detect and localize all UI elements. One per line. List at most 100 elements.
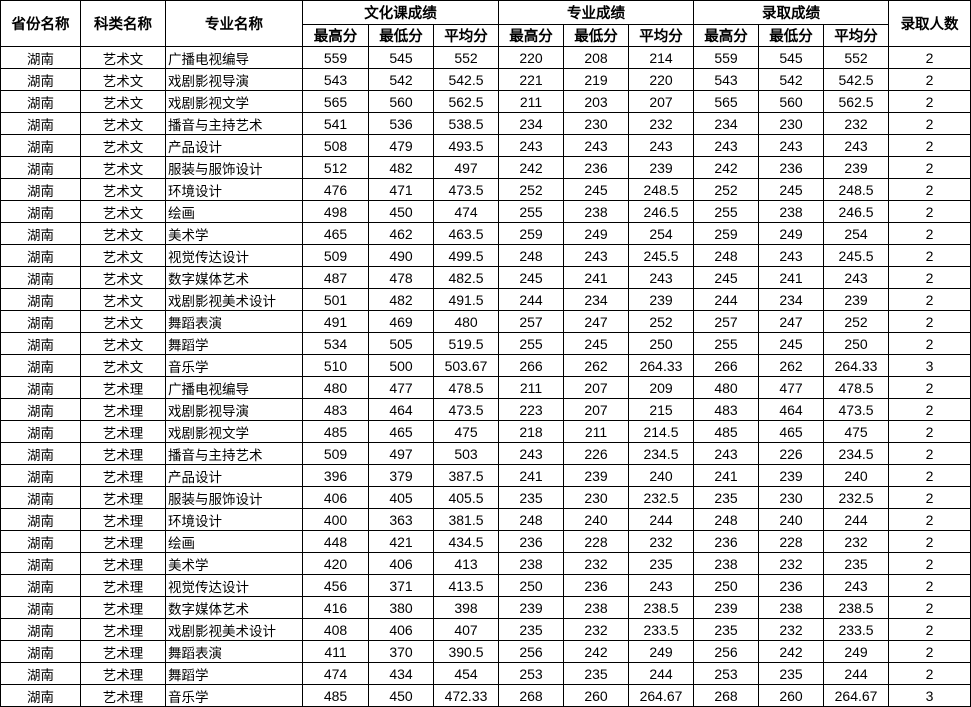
cell-major-avg: 246.5 <box>627 200 695 223</box>
table-row: 湖南 艺术文 视觉传达设计 509 490 499.5 248 243 245.5 248 243 2… <box>0 244 971 267</box>
cell-category: 艺术文 <box>80 310 166 333</box>
cell-culture-max: 559 <box>302 46 369 69</box>
cell-major-min: 232 <box>563 618 629 641</box>
cell-culture-avg: 503 <box>433 442 499 465</box>
cell-culture-min: 450 <box>368 684 434 707</box>
cell-major-max: 220 <box>498 46 564 69</box>
cell-admission-max: 245 <box>693 266 760 289</box>
table-row: 湖南 艺术理 美术学 420 406 413 238 232 235 238 232 235 2 <box>0 552 971 575</box>
cell-admission-avg: 249 <box>823 640 890 663</box>
cell-category: 艺术理 <box>80 398 166 421</box>
cell-category: 艺术文 <box>80 332 166 355</box>
cell-culture-avg: 497 <box>433 156 499 179</box>
header-category: 科类名称 <box>80 0 166 47</box>
table-row: 湖南 艺术理 戏剧影视导演 483 464 473.5 223 207 215 483 464 473… <box>0 398 971 421</box>
table-row: 湖南 艺术文 产品设计 508 479 493.5 243 243 243 243 243 243 2 <box>0 134 971 157</box>
cell-major-avg: 243 <box>627 574 695 597</box>
cell-culture-avg: 519.5 <box>433 332 499 355</box>
cell-admission-min: 236 <box>758 574 825 597</box>
cell-culture-min: 478 <box>368 266 434 289</box>
cell-major: 音乐学 <box>165 684 303 707</box>
cell-major-avg: 264.67 <box>627 684 695 707</box>
cell-admitted-count: 2 <box>888 508 971 531</box>
cell-culture-min: 464 <box>368 398 434 421</box>
table-row: 湖南 艺术理 播音与主持艺术 509 497 503 243 226 234.5 243 226 23… <box>0 442 971 465</box>
cell-category: 艺术文 <box>80 266 166 289</box>
cell-admission-max: 256 <box>693 640 760 663</box>
cell-admission-avg: 475 <box>823 420 890 443</box>
cell-admission-avg: 234.5 <box>823 442 890 465</box>
cell-admitted-count: 2 <box>888 222 971 245</box>
cell-culture-avg: 491.5 <box>433 288 499 311</box>
cell-province: 湖南 <box>0 508 81 531</box>
table-row: 湖南 艺术文 环境设计 476 471 473.5 252 245 248.5 252 245 248… <box>0 178 971 201</box>
cell-major-min: 207 <box>563 376 629 399</box>
cell-culture-min: 545 <box>368 46 434 69</box>
cell-admission-max: 234 <box>693 112 760 135</box>
cell-admission-max: 257 <box>693 310 760 333</box>
cell-culture-min: 434 <box>368 662 434 685</box>
cell-culture-max: 396 <box>302 464 369 487</box>
cell-major: 广播电视编导 <box>165 46 303 69</box>
cell-admission-avg: 248.5 <box>823 178 890 201</box>
header-min-score: 最低分 <box>563 24 629 47</box>
cell-culture-min: 450 <box>368 200 434 223</box>
cell-culture-avg: 478.5 <box>433 376 499 399</box>
cell-category: 艺术文 <box>80 288 166 311</box>
cell-admission-avg: 243 <box>823 574 890 597</box>
cell-culture-avg: 475 <box>433 420 499 443</box>
cell-major: 戏剧影视文学 <box>165 420 303 443</box>
cell-culture-avg: 398 <box>433 596 499 619</box>
cell-major-avg: 254 <box>627 222 695 245</box>
cell-culture-max: 541 <box>302 112 369 135</box>
table-row: 湖南 艺术理 数字媒体艺术 416 380 398 239 238 238.5 239 238 238… <box>0 596 971 619</box>
cell-admitted-count: 2 <box>888 68 971 91</box>
header-culture-scores: 文化课成绩 <box>302 0 499 25</box>
table-row: 湖南 艺术文 戏剧影视文学 565 560 562.5 211 203 207 565 560 562… <box>0 90 971 113</box>
cell-culture-min: 542 <box>368 68 434 91</box>
cell-admission-min: 465 <box>758 420 825 443</box>
table-row: 湖南 艺术文 服装与服饰设计 512 482 497 242 236 239 242 236 239 2 <box>0 156 971 179</box>
cell-category: 艺术文 <box>80 178 166 201</box>
cell-admission-avg: 552 <box>823 46 890 69</box>
cell-province: 湖南 <box>0 112 81 135</box>
cell-category: 艺术理 <box>80 464 166 487</box>
cell-major-max: 235 <box>498 618 564 641</box>
cell-major: 绘画 <box>165 200 303 223</box>
header-major: 专业名称 <box>165 0 303 47</box>
cell-culture-avg: 473.5 <box>433 398 499 421</box>
cell-major-avg: 239 <box>627 288 695 311</box>
cell-admission-min: 232 <box>758 618 825 641</box>
cell-province: 湖南 <box>0 156 81 179</box>
cell-province: 湖南 <box>0 332 81 355</box>
cell-culture-max: 508 <box>302 134 369 157</box>
cell-admitted-count: 2 <box>888 156 971 179</box>
cell-major-max: 268 <box>498 684 564 707</box>
cell-category: 艺术理 <box>80 574 166 597</box>
cell-major-max: 238 <box>498 552 564 575</box>
cell-admitted-count: 2 <box>888 574 971 597</box>
cell-province: 湖南 <box>0 266 81 289</box>
cell-admission-max: 255 <box>693 332 760 355</box>
cell-admission-min: 243 <box>758 134 825 157</box>
cell-admission-avg: 473.5 <box>823 398 890 421</box>
cell-major: 环境设计 <box>165 178 303 201</box>
cell-admission-max: 268 <box>693 684 760 707</box>
cell-admission-min: 464 <box>758 398 825 421</box>
cell-admission-max: 266 <box>693 354 760 377</box>
cell-major-avg: 234.5 <box>627 442 695 465</box>
cell-province: 湖南 <box>0 376 81 399</box>
cell-category: 艺术文 <box>80 90 166 113</box>
cell-admission-avg: 233.5 <box>823 618 890 641</box>
cell-admission-min: 230 <box>758 486 825 509</box>
cell-category: 艺术文 <box>80 112 166 135</box>
cell-culture-max: 565 <box>302 90 369 113</box>
cell-major-min: 236 <box>563 574 629 597</box>
cell-culture-avg: 472.33 <box>433 684 499 707</box>
cell-major-min: 262 <box>563 354 629 377</box>
cell-major-max: 211 <box>498 90 564 113</box>
cell-admission-avg: 264.33 <box>823 354 890 377</box>
cell-culture-max: 480 <box>302 376 369 399</box>
cell-culture-min: 462 <box>368 222 434 245</box>
cell-major-min: 239 <box>563 464 629 487</box>
